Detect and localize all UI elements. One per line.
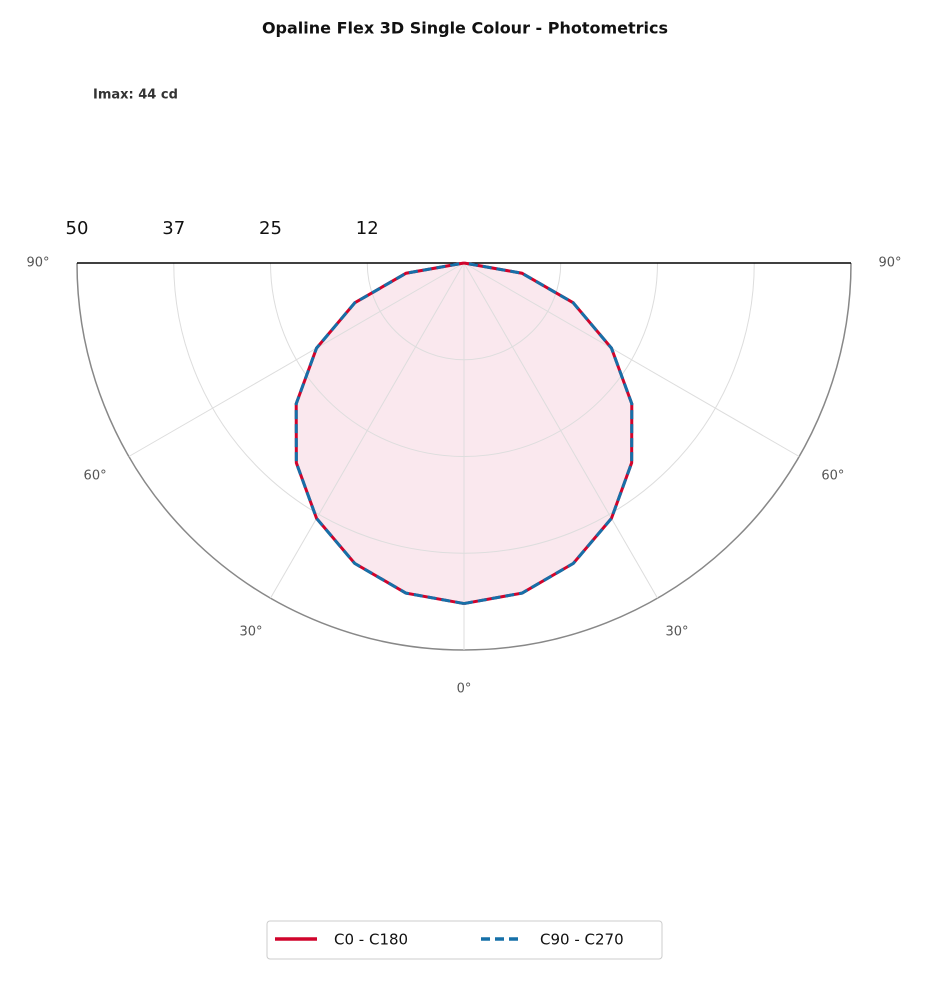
angle-tick-label: 0° — [457, 682, 472, 697]
grid-spoke — [270, 262, 465, 599]
angle-tick-label: 90° — [878, 256, 901, 271]
grid-spoke — [463, 262, 658, 599]
r-tick-label: 50 — [66, 218, 89, 239]
legend-box — [266, 920, 663, 960]
angle-tick-label: 30° — [665, 624, 688, 639]
annotation: Imax: 44 cd — [93, 88, 178, 103]
series-line — [294, 261, 465, 606]
legend-label: C90 - C270 — [540, 931, 624, 949]
angle-tick-label: 60° — [821, 469, 844, 484]
grid-spoke — [463, 262, 800, 457]
angle-tick-label: 90° — [26, 256, 49, 271]
r-tick-label: 37 — [162, 218, 185, 239]
r-tick-label: 25 — [259, 218, 282, 239]
grid-spoke — [128, 262, 465, 457]
angle-tick-label: 60° — [84, 469, 107, 484]
chart-title: Opaline Flex 3D Single Colour - Photomet… — [262, 19, 668, 38]
legend-label: C0 - C180 — [334, 931, 408, 949]
series-line — [463, 261, 634, 606]
r-tick-label: 12 — [356, 218, 379, 239]
angle-tick-label: 30° — [239, 624, 262, 639]
